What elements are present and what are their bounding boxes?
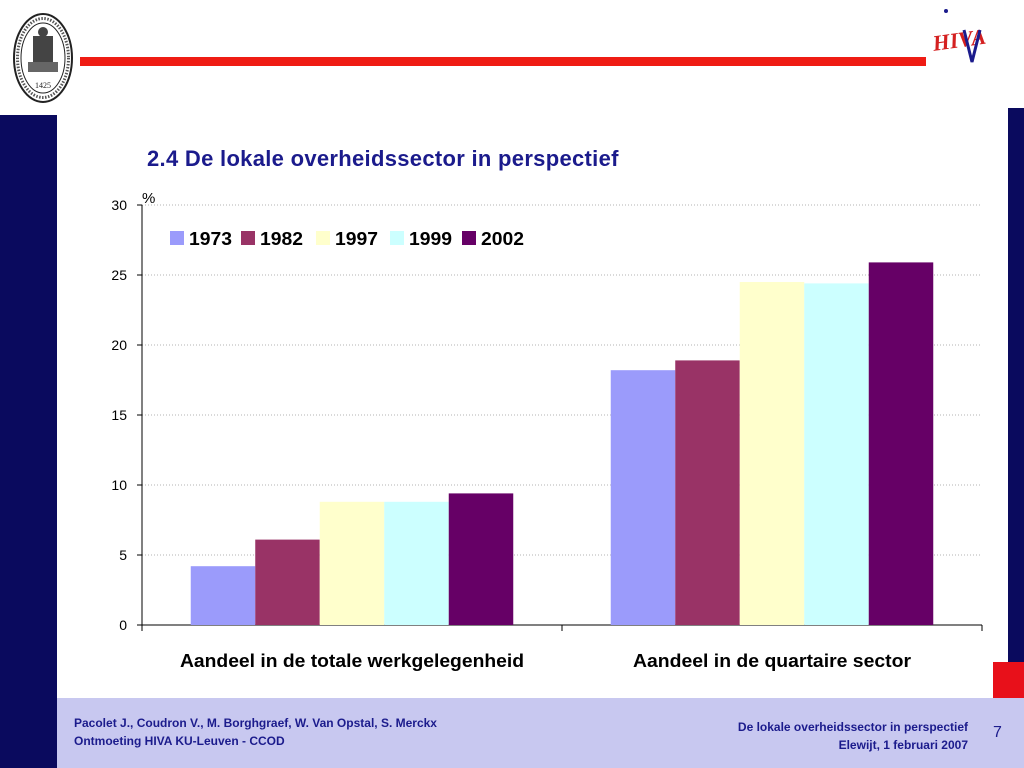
bar [319, 501, 385, 625]
bar [675, 360, 740, 625]
legend-label: 1997 [335, 229, 378, 249]
bar [739, 282, 805, 625]
footer-presentation-info: De lokale overheidssector in perspectief… [738, 718, 968, 754]
legend-label: 1999 [409, 229, 452, 249]
x-category-label: Aandeel in de totale werkgelegenheid [180, 651, 524, 671]
y-tick-label: 30 [111, 197, 127, 213]
footer-band [57, 698, 1024, 768]
legend-label: 2002 [481, 229, 524, 249]
footer-presentation-title: De lokale overheidssector in perspectief [737, 720, 968, 734]
y-tick-label: 10 [111, 477, 127, 493]
legend-swatch [462, 231, 476, 245]
bar [448, 493, 514, 625]
y-tick-label: 5 [119, 547, 127, 563]
bar-chart: 0 5 10 15 20 25 30 % Aandeel in de totale werkge… [111, 190, 983, 671]
bar [384, 501, 449, 625]
red-corner-block [993, 662, 1024, 698]
y-tick-label: 20 [111, 337, 127, 353]
footer-authors: Pacolet J., Coudron V., M. Borghgraef, W… [74, 714, 437, 750]
legend-label: 1973 [189, 229, 232, 249]
y-tick-label: 15 [111, 407, 127, 423]
y-tick-label: 0 [119, 617, 127, 633]
footer-event-line: Ontmoeting HIVA KU-Leuven - CCOD [74, 734, 285, 748]
footer-date: Elewijt, 1 februari 2007 [838, 738, 968, 752]
legend-swatch [316, 231, 330, 245]
y-tick-label: 25 [111, 267, 127, 283]
page-number: 7 [993, 724, 1002, 741]
hiva-logo: HIVA [930, 9, 987, 63]
right-navy-band [1008, 108, 1024, 663]
university-seal-logo: 1425 [13, 13, 73, 103]
legend-swatch [170, 231, 184, 245]
slide-title: 2.4 De lokale overheidssector in perspec… [147, 146, 619, 171]
bar [868, 262, 934, 625]
footer-authors-line: Pacolet J., Coudron V., M. Borghgraef, W… [74, 716, 437, 730]
bar [610, 370, 676, 625]
bar [255, 539, 320, 625]
legend-swatch [390, 231, 404, 245]
bar [190, 566, 256, 625]
legend-label: 1982 [260, 229, 303, 249]
y-unit-label: % [142, 190, 155, 207]
legend-swatch [241, 231, 255, 245]
header-red-line [80, 57, 926, 66]
left-navy-band [0, 115, 57, 768]
x-category-label: Aandeel in de quartaire sector [633, 651, 911, 671]
seal-year: 1425 [35, 81, 51, 90]
bar [804, 283, 869, 625]
